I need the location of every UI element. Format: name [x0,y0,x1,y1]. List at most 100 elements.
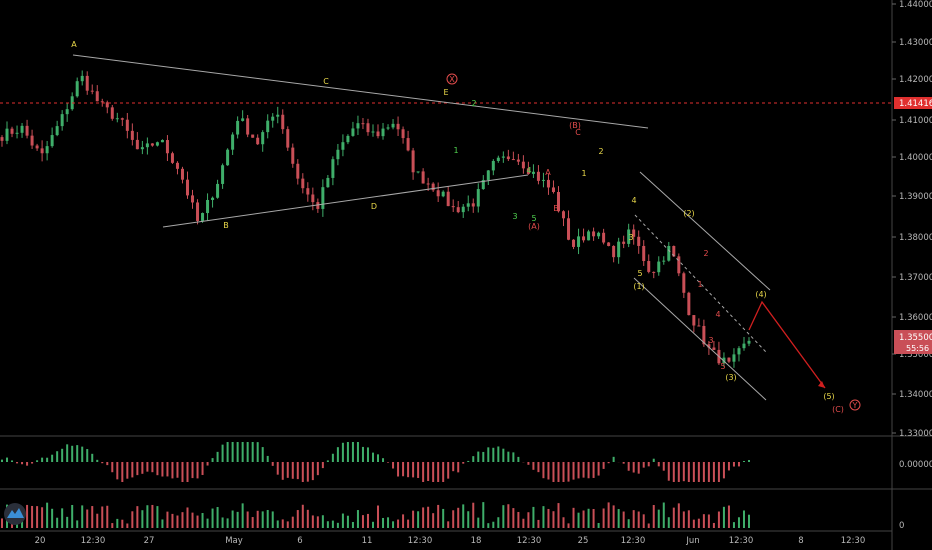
volume-bar [141,510,144,528]
oscillator-bar [241,442,244,462]
candle-body [246,118,250,135]
last-price-marker: 1.35500 55:56 [894,330,932,354]
candle-body [441,191,445,197]
volume-bar [577,512,580,528]
volume-bar [697,518,700,528]
oscillator-bar [286,462,289,478]
volume-bar [572,507,575,528]
candle-body [732,354,736,362]
volume-bar [136,506,139,528]
candle-body [682,273,686,293]
y-tick-label: 1.41000 [899,116,932,126]
candle-body [261,132,265,145]
candle-body [556,191,560,212]
candle-body [150,143,154,146]
candle-body [155,142,159,146]
candle-body [471,203,475,207]
volume-bar [181,512,184,528]
volume-bar [387,517,390,528]
candle-body [692,315,696,326]
volume-bar [748,514,750,528]
volume-bar [66,516,69,528]
volume-bar [452,510,455,528]
oscillator-bar [51,454,54,462]
oscillator-bar [1,459,3,462]
candle-body [567,218,571,240]
volume-bar [707,514,710,528]
volume-bar [371,521,374,528]
price-axis[interactable]: 1.44000 1.43000 1.42000 1.41000 1.40000 1.390… [892,0,932,531]
volume-bar [131,511,134,528]
oscillator-bar [667,462,670,481]
volume-bar [632,510,635,528]
volume-bar [176,515,179,528]
wave-label: D [371,202,377,211]
volume-bar [647,523,650,528]
oscillator-bar [126,462,129,479]
volume-bar [216,507,219,528]
volume-bar [81,505,84,528]
oscillator-bar [592,462,595,478]
oscillator-bar [627,462,630,471]
oscillator-bar [171,462,174,479]
oscillator-bar [346,442,349,462]
last-price-box [894,330,932,354]
candle-body [296,163,300,179]
candle-body [145,143,149,148]
oscillator-bar [497,446,500,462]
candle-body [226,149,230,166]
oscillator-bar [271,462,274,466]
current-price-marker: 1.41416 [894,97,932,109]
volume-bar [392,521,395,528]
wave-label: (A) [528,222,540,231]
oscillator-bar [722,462,725,479]
oscillator-bar [417,462,420,478]
volume-bar [201,513,204,528]
candle-body [306,188,310,195]
candle-body [80,75,84,82]
tradingview-logo[interactable] [4,503,26,525]
candle-body [216,183,220,198]
volume-bar [662,502,665,528]
volume-bar [442,508,445,528]
volume-bar [487,523,490,528]
oscillator-bar [637,462,640,474]
volume-bar [236,511,239,528]
oscillator-bar [682,462,685,482]
wave-label: 4 [631,196,636,205]
oscillator-bar [647,462,650,467]
oscillator-bar [101,462,104,464]
candle-body [501,156,505,158]
oscillator-bar [191,462,194,479]
oscillator-bar [657,462,660,467]
volume-bar [587,508,590,528]
volume-bar [467,511,470,528]
oscillator-bar [597,462,600,476]
volume-bar [582,510,585,528]
wave-label: B [223,221,229,230]
candle-body [587,231,591,241]
volume-bar [567,523,570,528]
volume-bar [532,506,535,528]
oscillator-bar [341,442,344,462]
x-tick-label: 18 [471,536,482,546]
oscillator-bar [201,462,204,475]
volume-bar [161,519,164,528]
time-axis[interactable]: 20 12:30 27 May 6 11 12:30 18 12:30 25 12:30 Jun 12:… [35,536,866,546]
volume-bar [306,509,309,528]
drawings [0,54,892,401]
oscillator-bar [161,462,164,477]
oscillator-bar [326,460,329,462]
oscillator-bar [231,442,234,462]
candle-body [592,231,596,237]
volume-bar [126,523,129,528]
oscillator-bar [151,462,154,473]
volume-bar [712,522,715,528]
oscillator-bar [702,462,705,482]
oscillator-bar [61,448,64,462]
oscillator-bar [216,451,219,462]
volume-bar [437,504,440,528]
volume-bar [51,508,54,528]
volume-bar [171,513,174,528]
